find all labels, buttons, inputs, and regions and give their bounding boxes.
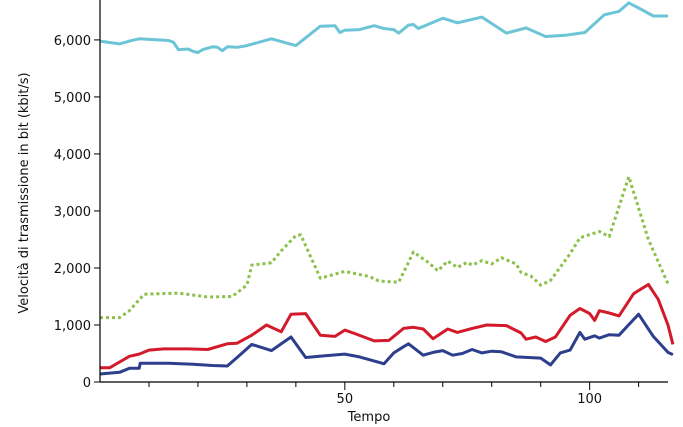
y-tick-label: 3,000: [54, 205, 91, 220]
series-line-4: [99, 312, 674, 376]
y-tick-label: 5,000: [54, 91, 91, 106]
y-tick-label: 1,000: [54, 319, 91, 334]
series-layer: [99, 1, 675, 376]
y-tick-label: 6,000: [54, 34, 91, 49]
axes-layer: [99, 0, 668, 383]
y-tick-label: 2,000: [54, 262, 91, 277]
y-tick-label: 4,000: [54, 148, 91, 163]
x-axis-title: Tempo: [347, 410, 391, 425]
series-line-3: [100, 283, 675, 370]
x-tick-label: 50: [337, 392, 354, 407]
series-line-1: [99, 1, 668, 54]
x-tick-label: 100: [577, 392, 602, 407]
series-line-2: [100, 175, 670, 320]
ticks-layer: 0 1,000 2,000 3,000 4,000 5,000 6,000 50 100: [54, 34, 640, 407]
y-tick-label: 0: [83, 376, 91, 391]
y-axis-title: Velocità di trasmissione in bit (kbit/s): [17, 72, 32, 313]
